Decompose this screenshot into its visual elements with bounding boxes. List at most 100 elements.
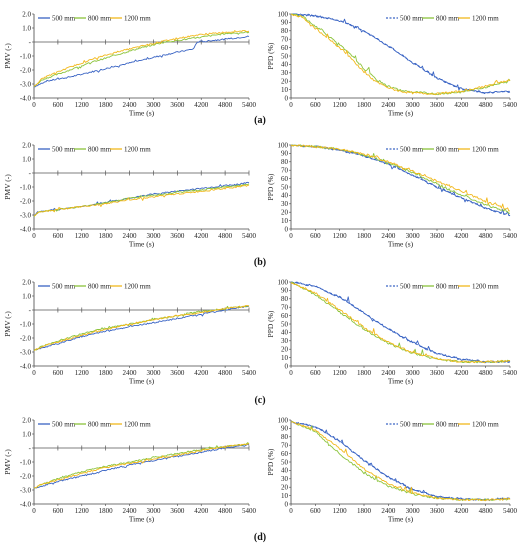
x-tick-label: 3600 [430, 369, 445, 377]
x-tick-label: 3000 [146, 101, 161, 109]
x-tick-label: 4200 [454, 101, 469, 109]
x-tick-label: 1200 [333, 369, 348, 377]
y-tick-label: -3.0 [20, 211, 32, 219]
y-tick-label: -4.0 [20, 225, 32, 233]
x-tick-label: 3600 [170, 232, 185, 240]
x-tick-label: 600 [310, 507, 321, 515]
series-line-500mm [33, 181, 250, 217]
legend-label: 800 mm [436, 282, 460, 290]
x-tick-label: 0 [289, 507, 293, 515]
y-tick-label: 50 [281, 52, 289, 60]
x-tick-label: 3600 [170, 369, 185, 377]
y-tick-label: 90 [281, 19, 289, 27]
legend-label: 500 mm [400, 282, 424, 290]
x-tick-label: 0 [289, 232, 293, 240]
panel-label: (a) [254, 115, 266, 126]
y-tick-label: 50 [281, 320, 289, 328]
x-tick-label: 0 [32, 507, 36, 515]
y-tick-label: -1.0 [20, 183, 32, 191]
x-tick-label: 0 [32, 369, 36, 377]
y-tick-label: 20 [281, 78, 289, 86]
y-tick-label: 100 [278, 141, 289, 149]
panel-label: (b) [254, 257, 266, 268]
series-line-500mm [291, 13, 511, 95]
y-tick-label: -2.0 [20, 472, 32, 480]
y-tick-label: - [29, 444, 32, 452]
x-tick-label: 4800 [479, 507, 494, 515]
y-tick-label: 40 [281, 192, 289, 200]
series-line-800mm [290, 281, 511, 364]
x-tick-label: 1800 [357, 369, 372, 377]
y-tick-label: 50 [281, 458, 289, 466]
x-tick-label: 4200 [194, 232, 209, 240]
y-tick-label: 2.0 [22, 416, 31, 424]
y-tick-label: -2.0 [20, 334, 32, 342]
x-tick-label: 600 [310, 101, 321, 109]
x-axis-label: Time (s) [129, 515, 155, 524]
y-tick-label: 2.0 [22, 141, 31, 149]
legend-label: 500 mm [400, 145, 424, 153]
x-tick-label: 600 [53, 101, 64, 109]
legend-label: 500 mm [400, 420, 424, 428]
y-tick-label: 1.0 [22, 24, 31, 32]
y-axis-label: PPD (%) [266, 173, 275, 200]
legend-label: 500 mm [52, 420, 76, 428]
series-line-800mm [33, 31, 250, 88]
legend-label: 800 mm [88, 14, 112, 22]
x-tick-label: 3000 [146, 507, 161, 515]
series-line-500mm [290, 421, 511, 502]
x-tick-label: 5400 [503, 101, 518, 109]
chart-b-pmv: 2.0 1.0 - -1.0 -2.0 -3.0 -4.00 600 1200 1800 2400 3… [3, 141, 257, 248]
x-tick-label: 5400 [503, 369, 518, 377]
y-tick-label: 0 [285, 500, 289, 508]
legend-label: 1200 mm [472, 145, 499, 153]
x-tick-label: 2400 [123, 507, 138, 515]
y-axis-label: PMV (-) [3, 449, 12, 475]
x-tick-label: 0 [289, 101, 293, 109]
y-tick-label: 70 [281, 167, 289, 175]
y-tick-label: 0 [285, 362, 289, 370]
x-tick-label: 0 [289, 369, 293, 377]
y-tick-label: 60 [281, 450, 289, 458]
x-tick-label: 3000 [146, 232, 161, 240]
y-tick-label: 10 [281, 217, 289, 225]
x-tick-label: 600 [310, 232, 321, 240]
x-tick-label: 3600 [430, 507, 445, 515]
y-tick-label: 80 [281, 27, 289, 35]
series-fit-line-500mm [290, 13, 511, 94]
x-tick-label: 5400 [503, 507, 518, 515]
x-tick-label: 1200 [333, 232, 348, 240]
x-tick-label: 600 [53, 369, 64, 377]
series-line-1200mm [290, 282, 511, 364]
y-axis-label: PMV (-) [3, 43, 12, 69]
x-tick-label: 4200 [194, 369, 209, 377]
y-tick-label: 30 [281, 69, 289, 77]
legend-label: 800 mm [436, 420, 460, 428]
x-tick-label: 4200 [194, 101, 209, 109]
legend-label: 1200 mm [124, 282, 151, 290]
y-tick-label: 0 [285, 225, 289, 233]
x-axis-label: Time (s) [388, 377, 414, 386]
x-tick-label: 1800 [99, 507, 114, 515]
x-tick-label: 1200 [75, 369, 90, 377]
x-tick-label: 2400 [381, 101, 396, 109]
legend-label: 1200 mm [124, 14, 151, 22]
x-tick-label: 4200 [454, 232, 469, 240]
y-tick-label: -1.0 [20, 52, 32, 60]
y-tick-label: 100 [278, 10, 289, 18]
y-tick-label: 80 [281, 433, 289, 441]
x-tick-label: 1200 [333, 101, 348, 109]
x-axis-label: Time (s) [129, 377, 155, 386]
x-tick-label: 1200 [75, 507, 90, 515]
y-tick-label: 1.0 [22, 155, 31, 163]
y-tick-label: 1.0 [22, 430, 31, 438]
panel-label: (c) [254, 395, 265, 406]
x-axis-label: Time (s) [388, 109, 414, 118]
x-tick-label: 4800 [218, 232, 233, 240]
x-axis-label: Time (s) [129, 240, 155, 249]
legend-label: 800 mm [436, 14, 460, 22]
x-tick-label: 2400 [381, 232, 396, 240]
x-tick-label: 0 [32, 232, 36, 240]
y-tick-label: 90 [281, 150, 289, 158]
